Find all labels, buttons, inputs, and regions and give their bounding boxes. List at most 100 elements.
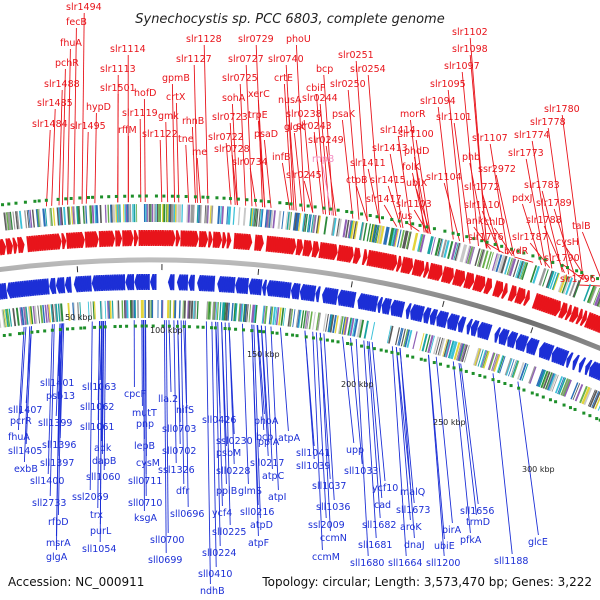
gene-label: gmk (158, 111, 179, 122)
cog-block-reverse (312, 311, 316, 330)
gene-label: slr1772 (464, 182, 500, 193)
cog-block-forward (50, 207, 53, 226)
feature-dot (144, 194, 148, 198)
feature-dot (485, 240, 489, 244)
leader-line (173, 320, 177, 464)
cds-forward (418, 260, 425, 277)
cog-block-reverse (349, 318, 355, 337)
leader-line (171, 83, 176, 203)
cds-reverse (129, 274, 135, 291)
gene-label: slr1414 (380, 125, 416, 136)
cds-forward (373, 251, 379, 268)
cog-block-reverse (268, 306, 272, 325)
cog-block-forward (515, 260, 522, 278)
cog-block-forward (403, 230, 409, 249)
leader-line (260, 325, 269, 436)
cog-block-forward (427, 236, 433, 255)
leader-line (495, 174, 515, 257)
cog-block-reverse (461, 344, 468, 363)
cog-block-forward (44, 208, 48, 227)
feature-dot (236, 197, 240, 201)
cog-block-forward (583, 284, 592, 302)
cog-block-forward (107, 204, 110, 223)
feature-dot (250, 329, 254, 333)
gene-label: sll1405 (8, 446, 42, 457)
cog-block-reverse (521, 363, 529, 382)
gene-label: slr1501 (100, 83, 136, 94)
cog-block-reverse (563, 379, 572, 397)
leader-line (566, 247, 589, 282)
cog-block-forward (440, 239, 448, 258)
cog-block-forward (438, 238, 444, 257)
feature-dot (538, 256, 542, 260)
cds-forward (440, 266, 448, 283)
cog-block-forward (437, 238, 443, 257)
cog-block-forward (94, 205, 97, 224)
cog-block-reverse (493, 354, 501, 372)
feature-dot (313, 205, 317, 209)
gene-label: ssl2009 (308, 520, 345, 531)
cog-block-reverse (304, 310, 308, 329)
cds-forward (129, 230, 134, 247)
feature-dot (133, 324, 137, 328)
cog-block-forward (337, 218, 342, 237)
cog-block-forward (390, 228, 396, 247)
cds-reverse (453, 315, 460, 332)
leader-line (473, 226, 491, 250)
cog-block-forward (200, 205, 203, 224)
gene-label: ank (466, 216, 484, 227)
cog-block-forward (297, 213, 302, 232)
cog-block-reverse (2, 309, 6, 328)
cog-block-forward (91, 205, 95, 224)
feature-dot (79, 326, 83, 330)
cds-forward (516, 287, 524, 304)
cds-forward (61, 233, 67, 250)
cds-reverse (572, 354, 580, 371)
feature-dot (222, 196, 226, 200)
feature-dot (259, 199, 263, 203)
feature-dot (465, 235, 469, 239)
gene-label: rnpB (312, 154, 334, 165)
leader-line (553, 208, 576, 277)
cds-forward (221, 232, 227, 249)
cog-block-forward (375, 225, 380, 244)
cog-block-reverse (547, 373, 555, 391)
leader-line (228, 322, 235, 465)
cds-reverse (442, 312, 450, 329)
gene-label: pchR (55, 58, 79, 69)
gene-label: sll1682 (362, 520, 396, 531)
gene-label: slr1102 (452, 27, 488, 38)
cds-reverse (561, 350, 570, 367)
cog-block-forward (250, 208, 254, 227)
cog-block-forward (597, 300, 600, 307)
feature-dot (596, 277, 600, 281)
leader-line (257, 120, 266, 208)
cds-reverse (566, 352, 574, 368)
feature-dot (379, 348, 383, 352)
cog-block-forward (476, 248, 483, 267)
cog-block-reverse (329, 314, 335, 333)
cog-block-reverse (342, 316, 348, 335)
cog-block-reverse (234, 303, 238, 322)
cog-block-forward (72, 206, 75, 225)
feature-dot (69, 196, 73, 200)
feature-dot (418, 223, 422, 227)
leader-line (581, 231, 600, 278)
cds-forward (592, 315, 600, 332)
cog-block-forward (209, 205, 212, 224)
cds-reverse (190, 274, 195, 291)
feature-dot (162, 194, 166, 198)
gene-label: slr0254 (350, 64, 386, 75)
cog-block-forward (401, 230, 408, 249)
cog-block-forward (219, 206, 222, 225)
feature-dot (573, 407, 577, 411)
cds-forward (588, 313, 596, 330)
cog-block-reverse (93, 301, 96, 320)
cog-block-forward (76, 206, 79, 225)
feature-dot (103, 325, 107, 329)
cog-block-forward (488, 252, 494, 270)
cog-block-forward (178, 204, 182, 223)
cog-block-forward (450, 241, 458, 260)
leader-line (221, 322, 227, 485)
cds-forward (458, 270, 466, 287)
